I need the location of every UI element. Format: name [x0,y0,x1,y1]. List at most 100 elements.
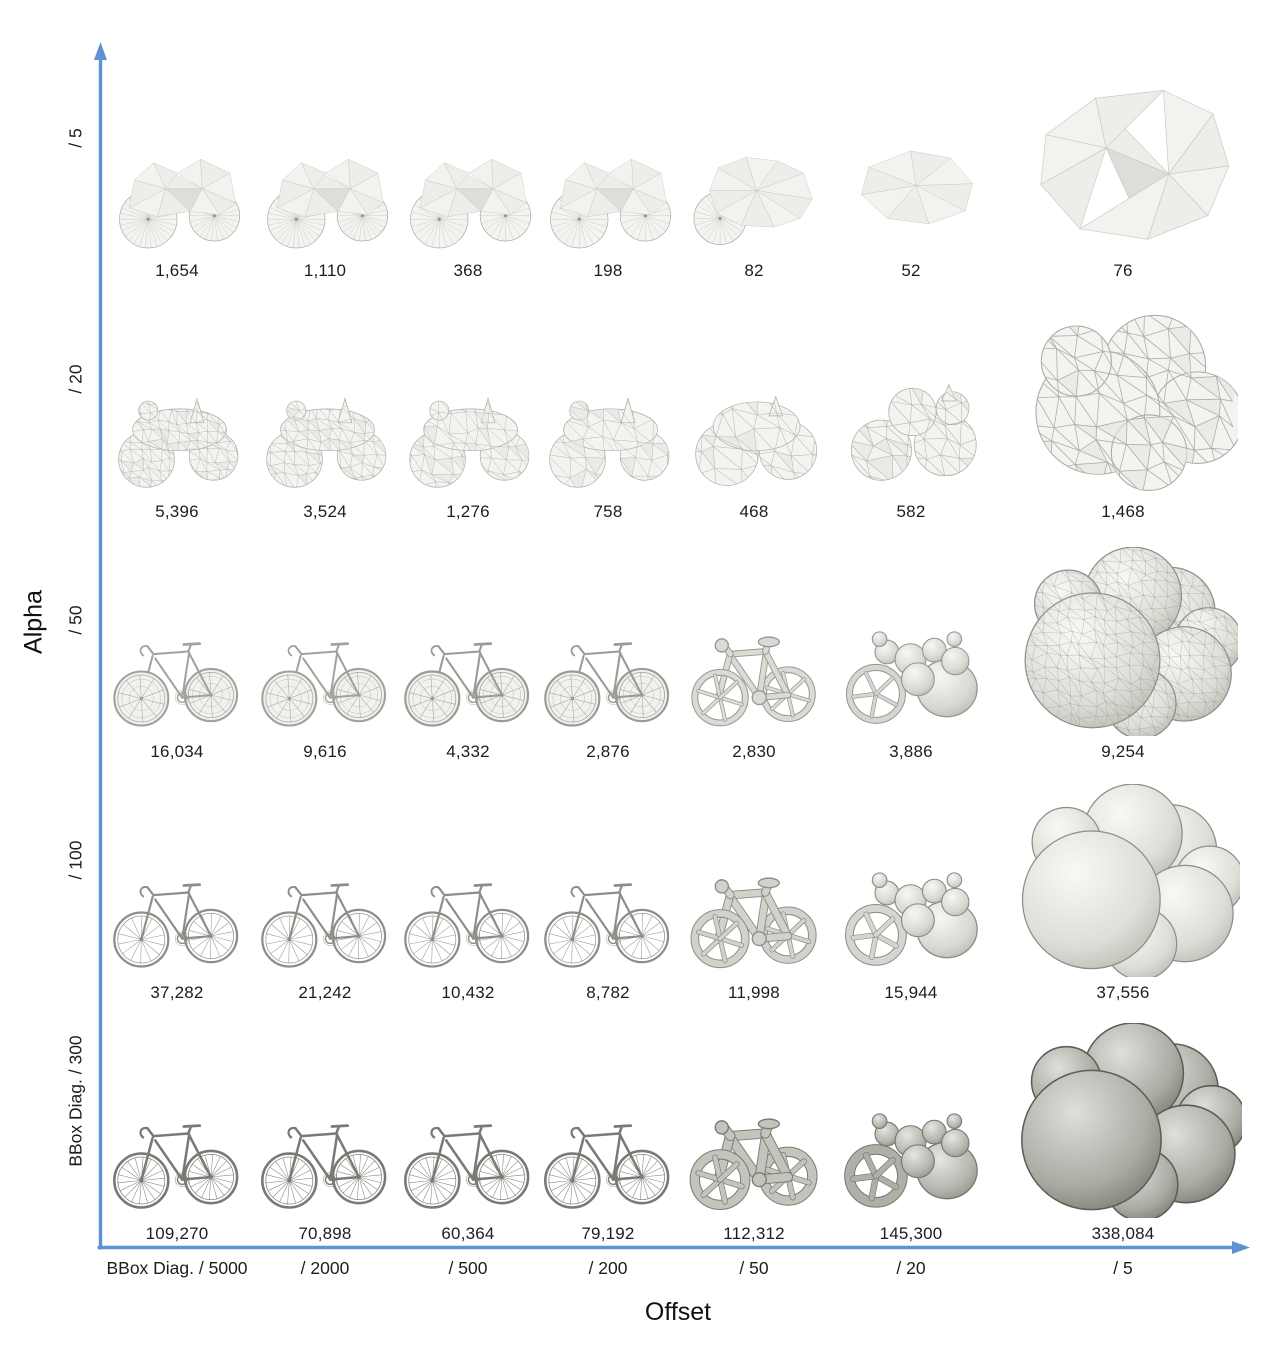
face-count-label: 5,396 [155,501,199,521]
y-tick-label: / 50 [65,604,86,635]
y-tick-label: BBox Diag. / 300 [65,1035,86,1167]
grid-cell: 60,364 [398,1005,538,1246]
grid-cell: 2,876 [538,524,678,765]
x-tick-label: BBox Diag. / 5000 [106,1258,248,1278]
facet-bike-mesh-icon [410,158,532,249]
grid-cell: 1,276 [398,283,538,524]
x-axis-title: Offset [644,1298,712,1326]
blob-bike-mesh-icon [843,1113,978,1208]
face-count-label: 145,300 [879,1223,943,1243]
facet-bike-mesh-icon [550,158,672,249]
puffy-bike-mesh-icon [690,877,817,969]
grid-cell: 70,898 [252,1005,398,1246]
ball-cluster-mesh-icon [1021,784,1240,978]
facet-bike-mesh-icon [267,158,389,249]
grid-cell: 82 [678,42,830,283]
grid-cell: 1,468 [992,283,1254,524]
grid-cell: 198 [538,42,678,283]
grid-cell: 758 [538,283,678,524]
grid-cell: 16,034 [102,524,252,765]
x-tick-label: / 500 [448,1258,488,1278]
face-count-label: 9,616 [303,742,347,762]
y-axis-title: Alpha [19,590,48,654]
face-count-label: 82 [744,260,764,280]
grid-cell: 2,830 [678,524,830,765]
grid-cell: 3,886 [830,524,992,765]
wire-bike-mesh-icon [261,1124,387,1209]
grid-cell: 5,396 [102,283,252,524]
grid-cell: 76 [992,42,1254,283]
grid-cell: 1,110 [252,42,398,283]
face-count-label: 109,270 [145,1223,209,1243]
y-tick-label: / 20 [65,364,86,394]
x-tick-label: / 50 [739,1258,769,1278]
ball-cluster-mesh-icon [1020,1022,1242,1218]
tri-bike-mesh-icon [266,396,387,488]
face-count-label: 468 [739,501,769,521]
wire-bike-mesh-icon [544,1124,670,1209]
face-count-label: 4,332 [446,742,490,762]
face-count-label: 2,830 [732,742,776,762]
face-count-label: 3,886 [889,742,933,762]
grid-cell: 9,616 [252,524,398,765]
tri-chunk-mesh-icon [850,383,977,481]
face-count-label: 11,998 [728,983,780,1003]
ball-cluster-mesh-icon [1024,547,1238,737]
tri-balls-mesh-icon [1034,314,1238,491]
grid-cell: 79,192 [538,1005,678,1246]
grid-cell: 8,782 [538,764,678,1005]
face-count-label: 198 [593,260,623,280]
face-count-label: 76 [1113,260,1133,280]
grid-cell: 11,998 [678,764,830,1005]
tri-bike-mesh-icon [409,396,530,488]
face-count-label: 60,364 [441,1223,495,1243]
grid-cell: 1,654 [102,42,252,283]
grid-cell: 9,254 [992,524,1254,765]
x-tick-label: / 20 [896,1258,926,1278]
tri-bike-mesh-icon [118,396,239,488]
face-count-label: 9,254 [1101,742,1145,762]
face-count-label: 368 [453,260,483,280]
x-tick-row: BBox Diag. / 5000 / 2000 / 500 / 200 / 50 / 2… [102,1258,1254,1279]
face-count-label: 52 [901,260,921,280]
grid-cell: 112,312 [678,1005,830,1246]
grid-cell: 145,300 [830,1005,992,1246]
face-count-label: 8,782 [586,983,630,1003]
face-count-label: 16,034 [150,742,204,762]
blob-bike-mesh-icon [845,631,978,725]
face-count-label: 1,654 [155,260,199,280]
tri-bike-mesh-icon [549,396,670,488]
face-count-label: 1,468 [1101,501,1145,521]
wire-bike-mesh-icon [404,883,530,968]
face-count-label: 1,110 [303,260,347,280]
face-count-label: 338,084 [1091,1223,1155,1243]
facet-chunk-mesh-icon [860,150,973,224]
grid-cell: 4,332 [398,524,538,765]
grid-cell: 37,556 [992,764,1254,1005]
face-count-label: 3,524 [303,501,347,521]
face-count-label: 112,312 [723,1223,785,1243]
grid-cell: 109,270 [102,1005,252,1246]
face-count-label: 79,192 [581,1223,635,1243]
wire-bike-mesh-icon [404,642,530,727]
wire-bike-mesh-icon [404,1124,530,1209]
facet-hull-mesh-icon [1040,89,1230,240]
face-count-label: 15,944 [884,983,938,1003]
y-tick-label: / 5 [65,128,86,148]
wire-bike-mesh-icon [544,883,670,968]
facet-bike-mesh-icon [119,158,241,249]
face-count-label: 10,432 [441,983,495,1003]
tri-blob-mesh-icon [695,395,818,486]
grid-cell: 3,524 [252,283,398,524]
puffy-bike-mesh-icon [691,636,816,727]
face-count-label: 37,556 [1096,983,1150,1003]
grid-cell: 15,944 [830,764,992,1005]
y-tick-label: / 100 [65,840,86,880]
mesh-grid: 1,654 1,110 368 198 82 52 76 5,396 3,524 1,276 758… [102,42,1254,1246]
grid-cell: 10,432 [398,764,538,1005]
face-count-label: 70,898 [298,1223,352,1243]
puffy-bike-mesh-icon [689,1118,818,1211]
facet-blob-mesh-icon [693,156,813,245]
face-count-label: 758 [593,501,623,521]
